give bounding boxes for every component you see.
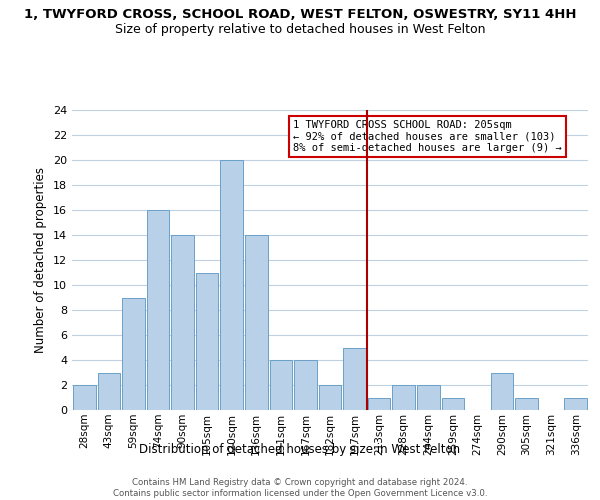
Bar bbox=[146, 210, 169, 410]
Bar bbox=[392, 385, 415, 410]
Bar bbox=[245, 235, 268, 410]
Bar bbox=[319, 385, 341, 410]
Bar bbox=[171, 235, 194, 410]
Bar bbox=[220, 160, 243, 410]
Bar bbox=[442, 398, 464, 410]
Bar bbox=[515, 398, 538, 410]
Bar bbox=[98, 372, 120, 410]
Bar bbox=[196, 272, 218, 410]
Bar bbox=[343, 348, 366, 410]
Text: 1, TWYFORD CROSS, SCHOOL ROAD, WEST FELTON, OSWESTRY, SY11 4HH: 1, TWYFORD CROSS, SCHOOL ROAD, WEST FELT… bbox=[24, 8, 576, 20]
Bar bbox=[73, 385, 95, 410]
Bar bbox=[565, 398, 587, 410]
Bar bbox=[368, 398, 391, 410]
Text: Distribution of detached houses by size in West Felton: Distribution of detached houses by size … bbox=[139, 442, 461, 456]
Text: 1 TWYFORD CROSS SCHOOL ROAD: 205sqm
← 92% of detached houses are smaller (103)
8: 1 TWYFORD CROSS SCHOOL ROAD: 205sqm ← 92… bbox=[293, 120, 562, 153]
Text: Size of property relative to detached houses in West Felton: Size of property relative to detached ho… bbox=[115, 22, 485, 36]
Text: Contains HM Land Registry data © Crown copyright and database right 2024.
Contai: Contains HM Land Registry data © Crown c… bbox=[113, 478, 487, 498]
Y-axis label: Number of detached properties: Number of detached properties bbox=[34, 167, 47, 353]
Bar bbox=[269, 360, 292, 410]
Bar bbox=[491, 372, 514, 410]
Bar bbox=[122, 298, 145, 410]
Bar bbox=[294, 360, 317, 410]
Bar bbox=[417, 385, 440, 410]
